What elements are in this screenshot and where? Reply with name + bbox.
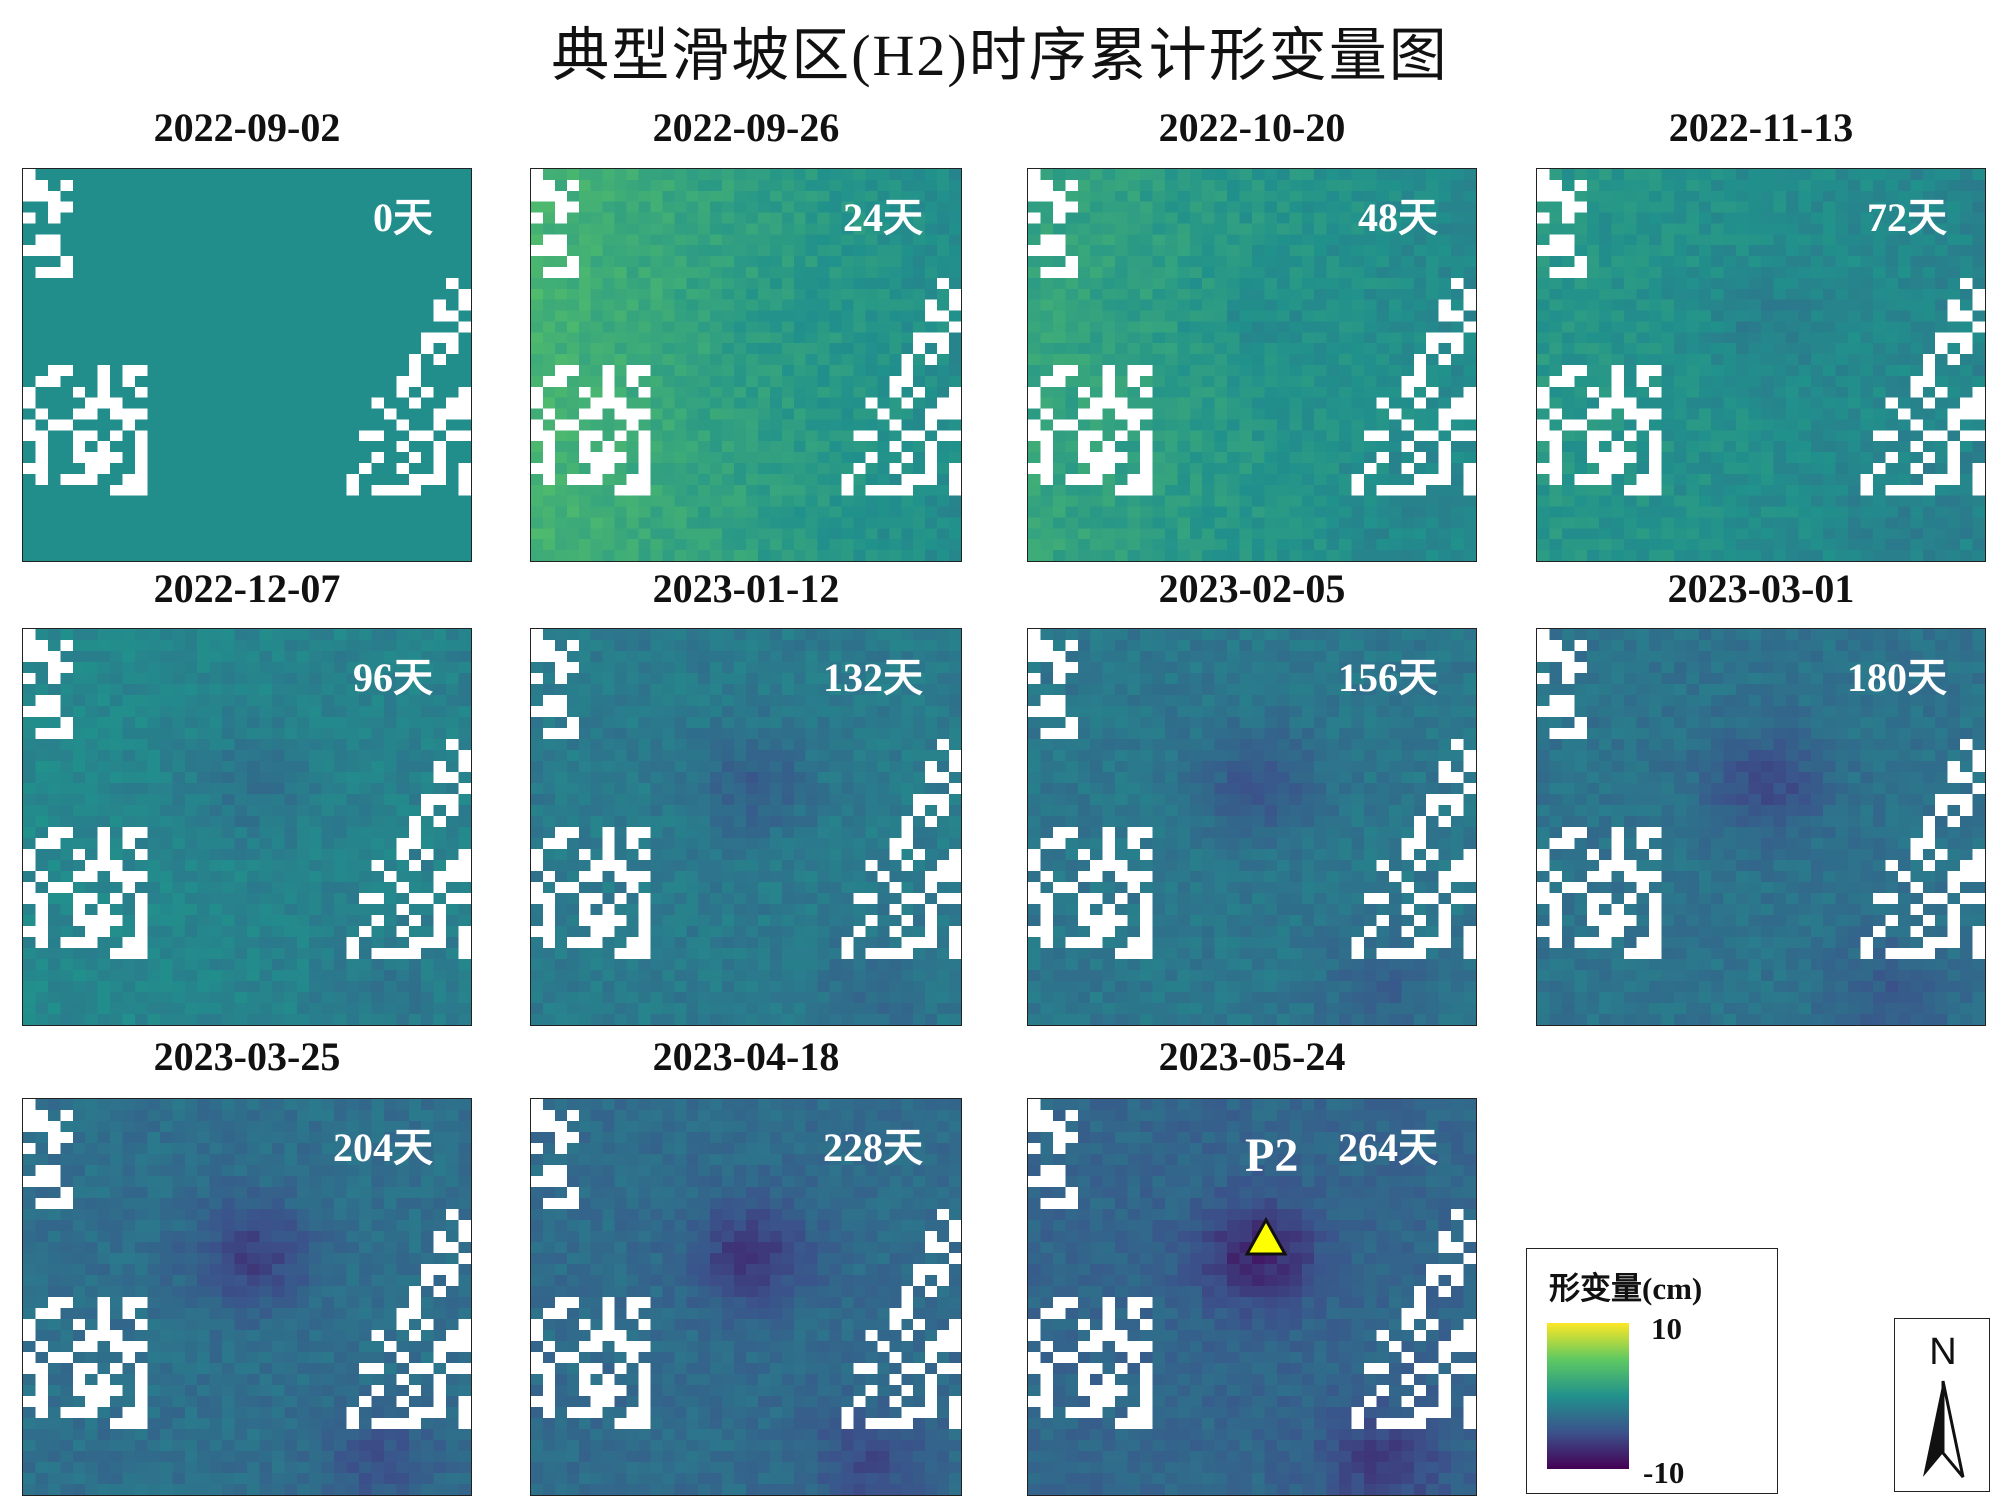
- deformation-map-panel: 264天: [1027, 1098, 1477, 1496]
- panel-date-label: 2022-12-07: [153, 566, 341, 611]
- colorbar-legend: 形变量(cm) 10 -10: [1526, 1248, 1778, 1494]
- elapsed-days-label: 228天: [823, 1125, 923, 1170]
- panel-date-label: 2022-09-02: [153, 105, 341, 150]
- elapsed-days-label: 48天: [1358, 195, 1438, 240]
- deformation-map-panel: 132天: [530, 628, 962, 1026]
- deformation-map-panel: 204天: [22, 1098, 472, 1496]
- deformation-map-panel: 48天: [1027, 168, 1477, 562]
- deformation-map-panel: 156天: [1027, 628, 1477, 1026]
- north-arrow-icon: [1923, 1380, 1965, 1478]
- deformation-raster: [23, 1099, 471, 1495]
- legend-max-label: 10: [1651, 1311, 1682, 1346]
- deformation-raster: [1537, 169, 1985, 561]
- panel-date-label: 2022-09-26: [652, 105, 840, 150]
- legend-title: 形变量(cm): [1549, 1271, 1703, 1306]
- panel-date-label: 2023-02-05: [1158, 566, 1346, 611]
- panel-date-label: 2023-03-01: [1667, 566, 1855, 611]
- panel-date-label: 2022-10-20: [1158, 105, 1346, 150]
- deformation-raster: [23, 169, 471, 561]
- deformation-raster: [1537, 629, 1985, 1025]
- deformation-map-panel: 180天: [1536, 628, 1986, 1026]
- deformation-raster: [1028, 1099, 1476, 1495]
- elapsed-days-label: 180天: [1847, 655, 1947, 700]
- panel-date-label: 2022-11-13: [1668, 105, 1854, 150]
- north-letter: N: [1929, 1331, 1957, 1373]
- elapsed-days-label: 132天: [823, 655, 923, 700]
- deformation-map-panel: 96天: [22, 628, 472, 1026]
- elapsed-days-label: 24天: [843, 195, 923, 240]
- deformation-raster: [1028, 169, 1476, 561]
- legend-min-label: -10: [1643, 1455, 1685, 1490]
- deformation-raster: [531, 169, 961, 561]
- panel-date-label: 2023-01-12: [652, 566, 840, 611]
- elapsed-days-label: 96天: [353, 655, 433, 700]
- figure-title: 典型滑坡区(H2)时序累计形变量图: [551, 23, 1449, 88]
- elapsed-days-label: 204天: [333, 1125, 433, 1170]
- deformation-map-panel: 24天: [530, 168, 962, 562]
- north-arrow: N: [1894, 1318, 1990, 1492]
- panel-date-label: 2023-03-25: [153, 1034, 341, 1079]
- panel-date-label: 2023-05-24: [1158, 1034, 1346, 1079]
- panel-date-label: 2023-04-18: [652, 1034, 840, 1079]
- deformation-map-panel: 0天: [22, 168, 472, 562]
- deformation-raster: [1028, 629, 1476, 1025]
- deformation-map-panel: 228天: [530, 1098, 962, 1496]
- elapsed-days-label: 264天: [1338, 1125, 1438, 1170]
- elapsed-days-label: 72天: [1867, 195, 1947, 240]
- deformation-raster: [531, 1099, 961, 1495]
- elapsed-days-label: 0天: [373, 195, 433, 240]
- legend-color-ramp: [1547, 1323, 1629, 1469]
- deformation-raster: [23, 629, 471, 1025]
- deformation-raster: [531, 629, 961, 1025]
- deformation-map-panel: 72天: [1536, 168, 1986, 562]
- p2-marker-triangle-icon: [1244, 1217, 1288, 1256]
- p2-point-label: P2: [1245, 1129, 1299, 1182]
- elapsed-days-label: 156天: [1338, 655, 1438, 700]
